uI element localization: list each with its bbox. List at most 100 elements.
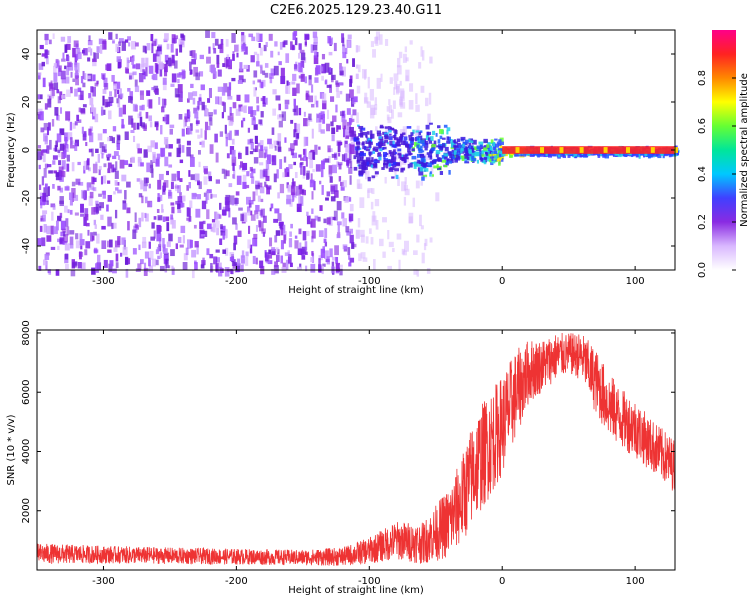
spectrogram-cell bbox=[330, 196, 336, 202]
spectrogram-cell bbox=[90, 104, 94, 113]
spectrogram-cell bbox=[264, 63, 269, 68]
spectrogram-cell bbox=[64, 243, 70, 251]
x-tick-label: 100 bbox=[626, 576, 645, 587]
y-tick-label: 0 bbox=[21, 147, 32, 153]
spectrogram-cell bbox=[106, 204, 109, 212]
spectrogram-cell bbox=[304, 241, 308, 251]
spectrogram-cell bbox=[433, 140, 437, 146]
spectrogram-cell bbox=[252, 80, 256, 85]
spectrogram-cell bbox=[144, 46, 148, 54]
spectrogram-cell bbox=[143, 262, 147, 272]
spectrogram-cell bbox=[170, 44, 174, 53]
spectrogram-cell bbox=[111, 74, 115, 82]
spectrogram-cell bbox=[211, 219, 216, 223]
spectrogram-cell bbox=[91, 267, 96, 275]
spectrogram-cell bbox=[225, 229, 228, 238]
spectrogram-cell bbox=[180, 33, 184, 38]
spectrogram-cell bbox=[39, 94, 43, 100]
spectrogram-cell bbox=[311, 230, 316, 239]
spectrogram-cell bbox=[70, 71, 73, 78]
spectrogram-cell bbox=[228, 183, 233, 188]
spectrogram-cell bbox=[469, 146, 472, 150]
spectrogram-cell bbox=[293, 161, 297, 166]
spectrogram-cell bbox=[379, 124, 384, 129]
spectrogram-cell bbox=[71, 192, 74, 203]
spectrogram-cell bbox=[308, 113, 312, 121]
spectrogram-cell bbox=[231, 138, 235, 145]
spectrogram-cell bbox=[228, 207, 231, 218]
spectrogram-cell bbox=[198, 150, 201, 155]
spectrogram-cell bbox=[342, 244, 348, 250]
spectrogram-cell bbox=[415, 93, 418, 105]
spectrogram-cell bbox=[121, 174, 127, 182]
spectrogram-cell bbox=[271, 247, 276, 253]
spectrogram-cell bbox=[137, 113, 141, 119]
spectrogram-cell bbox=[240, 255, 245, 264]
spectrogram-cell bbox=[452, 142, 456, 145]
spectrogram-cell bbox=[275, 95, 281, 101]
spectrogram-cell bbox=[403, 196, 407, 206]
spectrogram-cell bbox=[64, 136, 68, 146]
spectrogram-cell bbox=[70, 140, 75, 145]
spectrogram-cell bbox=[134, 79, 138, 87]
spectrogram-cell bbox=[336, 90, 340, 98]
carrier-highlight bbox=[559, 147, 564, 153]
spectrogram-cell bbox=[128, 42, 131, 47]
spectrogram-cell bbox=[152, 53, 157, 62]
spectrogram-cell bbox=[158, 225, 162, 232]
spectrogram-cell bbox=[347, 247, 351, 256]
spectrogram-cell bbox=[362, 145, 365, 150]
spectrogram-cell bbox=[336, 125, 339, 132]
spectrogram-cell bbox=[259, 140, 264, 150]
spectrogram-cell bbox=[262, 70, 266, 76]
spectrogram-cell bbox=[488, 147, 492, 152]
spectrogram-cell bbox=[421, 252, 425, 264]
spectrogram-cell bbox=[349, 144, 355, 155]
spectrogram-cell bbox=[336, 221, 342, 226]
spectrogram-cell bbox=[137, 148, 143, 154]
spectrogram-cell bbox=[156, 209, 160, 213]
spectrogram-cell bbox=[367, 188, 373, 193]
spectrogram-cell bbox=[102, 88, 107, 94]
spectrogram-cell bbox=[171, 267, 175, 275]
spectrogram-cell bbox=[388, 163, 391, 167]
x-tick-label: -300 bbox=[92, 576, 115, 587]
spectrogram-cell bbox=[52, 205, 56, 210]
spectrogram-cell bbox=[274, 145, 277, 151]
spectrogram-cell bbox=[337, 142, 341, 153]
spectrogram-cell bbox=[304, 39, 307, 47]
spectrogram-cell bbox=[488, 142, 493, 145]
spectrogram-cell bbox=[238, 207, 243, 211]
spectrogram-cell bbox=[242, 78, 246, 83]
spectrogram-cell bbox=[236, 52, 239, 58]
spectrogram-cell bbox=[365, 236, 369, 244]
spectrogram-cell bbox=[186, 185, 189, 191]
spectrogram-cell bbox=[365, 157, 371, 162]
spectrogram-cell bbox=[387, 230, 390, 240]
spectrogram-cell bbox=[258, 221, 264, 232]
spectrogram-cell bbox=[157, 197, 161, 203]
spectrogram-cell bbox=[240, 213, 244, 222]
spectrogram-cell bbox=[429, 171, 432, 174]
spectrogram-cell bbox=[314, 51, 318, 58]
spectrogram-cell bbox=[485, 152, 489, 158]
spectrogram-cell bbox=[342, 119, 347, 130]
spectrogram-cell bbox=[484, 151, 488, 155]
spectrogram-cell bbox=[349, 79, 353, 87]
spectrogram-cell bbox=[270, 68, 275, 76]
spectrogram-cell bbox=[420, 154, 424, 158]
spectrogram-cell bbox=[394, 168, 400, 172]
spectrogram-cell bbox=[155, 158, 160, 167]
spectrogram-cell bbox=[363, 159, 368, 165]
spectrogram-cell bbox=[339, 82, 343, 86]
spectrogram-cell bbox=[152, 151, 156, 162]
spectrogram-cell bbox=[335, 80, 339, 85]
spectrogram-cell bbox=[308, 152, 313, 160]
spectrogram-cell bbox=[471, 145, 474, 149]
spectrogram-cell bbox=[296, 123, 301, 134]
spectrogram-cell bbox=[188, 216, 192, 222]
spectrogram-cell bbox=[101, 146, 106, 152]
spectrogram-cell bbox=[224, 57, 230, 68]
spectrogram-cell bbox=[274, 208, 280, 214]
